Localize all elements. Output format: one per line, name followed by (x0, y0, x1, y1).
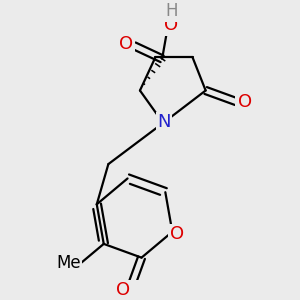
Text: O: O (170, 225, 184, 243)
Text: Me: Me (56, 254, 81, 272)
Text: O: O (164, 16, 178, 34)
Text: N: N (157, 113, 171, 131)
Text: O: O (116, 281, 130, 299)
Text: H: H (165, 2, 178, 20)
Text: O: O (119, 35, 134, 53)
Text: O: O (238, 93, 253, 111)
